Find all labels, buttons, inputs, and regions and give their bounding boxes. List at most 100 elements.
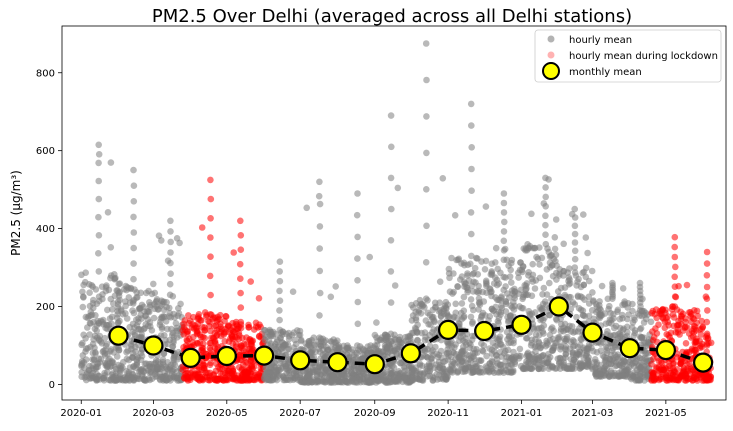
plot-area	[61, 25, 727, 401]
hourly-point	[547, 325, 555, 333]
hourly-point	[291, 375, 299, 382]
hourly-point	[130, 213, 137, 221]
hourly-point	[92, 286, 100, 293]
hourly-point	[436, 371, 443, 379]
monthly-mean-marker	[327, 352, 348, 373]
hourly-point	[207, 234, 214, 241]
hourly-point	[500, 190, 508, 197]
hourly-point	[467, 100, 475, 108]
hourly-point	[313, 373, 321, 380]
hourly-point	[525, 352, 532, 360]
hourly-point	[354, 277, 361, 284]
hourly-point	[542, 212, 549, 220]
hourly-point	[522, 245, 530, 252]
x-axis: 2020-01 2020-03 2020-05 2020-07 2020-09 2020-…	[60, 400, 687, 419]
hourly-point	[609, 279, 616, 287]
hourly-point	[84, 324, 91, 331]
hourly-point	[616, 361, 623, 369]
hourly-point	[542, 221, 549, 229]
y-tick-label: 0	[49, 380, 55, 391]
hourly-point	[133, 361, 140, 369]
hourly-point	[316, 200, 324, 208]
hourly-point	[546, 279, 553, 287]
hourly-point	[549, 364, 556, 371]
hourly-point	[580, 344, 587, 352]
hourly-point	[113, 353, 121, 360]
hourly-point	[468, 165, 475, 173]
hourly-point	[394, 340, 402, 347]
hourly-point	[571, 214, 579, 221]
hourly-point	[569, 351, 577, 358]
hourly-point	[95, 268, 103, 275]
hourly-point	[264, 374, 272, 381]
hourly-point	[535, 339, 543, 347]
hourly-point	[102, 287, 110, 295]
hourly-point	[691, 307, 698, 314]
hourly-point	[461, 280, 469, 288]
hourly-point	[109, 370, 117, 377]
hourly-point	[169, 342, 177, 350]
hourly-point	[531, 285, 539, 292]
hourly-point	[224, 322, 232, 329]
hourly-point	[130, 244, 137, 252]
hourly-point	[617, 332, 625, 339]
hourly-point	[703, 272, 711, 279]
hourly-point	[224, 367, 232, 375]
hourly-point	[285, 335, 293, 343]
hourly-point	[140, 368, 148, 376]
hourly-point	[472, 279, 479, 286]
hourly-point	[423, 186, 430, 193]
hourly-point	[276, 277, 284, 285]
monthly-mean-marker	[364, 354, 385, 375]
hourly-point	[569, 364, 576, 371]
hourly-point	[536, 261, 543, 268]
hourly-point	[541, 298, 549, 305]
hourly-point	[230, 249, 237, 256]
hourly-point	[175, 310, 183, 317]
hourly-point	[492, 351, 500, 359]
hourly-point	[84, 345, 91, 352]
hourly-point	[173, 235, 181, 242]
hourly-point	[130, 198, 138, 205]
hourly-point	[224, 376, 232, 384]
hourly-point	[566, 276, 573, 283]
legend-monthly-label: monthly mean	[569, 67, 642, 78]
hourly-point	[130, 166, 137, 174]
hourly-point	[237, 246, 245, 253]
hourly-point	[285, 369, 293, 377]
hourly-point	[542, 174, 549, 182]
hourly-point	[173, 324, 180, 332]
hourly-point	[235, 348, 243, 356]
hourly-point	[126, 377, 133, 384]
hourly-point	[580, 211, 587, 218]
hourly-point	[314, 367, 321, 375]
hourly-point	[81, 278, 89, 286]
hourly-point	[167, 238, 174, 246]
hourly-point	[423, 149, 430, 157]
hourly-point	[126, 364, 134, 371]
hourly-point	[485, 368, 493, 376]
hourly-point	[374, 377, 382, 385]
hourly-point	[412, 375, 419, 383]
hourly-point	[651, 310, 658, 318]
hourly-point	[500, 209, 508, 216]
hourly-point	[596, 371, 604, 379]
hourly-point	[304, 370, 312, 378]
hourly-point	[650, 334, 658, 341]
hourly-point	[133, 294, 140, 301]
y-axis: 0 200 400 600 800	[36, 68, 62, 391]
hourly-point	[95, 372, 102, 380]
hourly-point	[217, 376, 224, 383]
hourly-point	[276, 287, 283, 295]
hourly-point	[571, 205, 578, 213]
hourly-point	[647, 318, 655, 326]
hourly-point	[137, 326, 145, 334]
hourly-point	[166, 280, 174, 288]
hourly-point	[459, 348, 466, 356]
hourly-point	[577, 306, 585, 314]
hourly-point	[95, 159, 102, 167]
hourly-point	[628, 375, 635, 383]
hourly-point	[92, 349, 99, 356]
hourly-point	[416, 362, 424, 369]
hourly-point	[422, 295, 430, 303]
